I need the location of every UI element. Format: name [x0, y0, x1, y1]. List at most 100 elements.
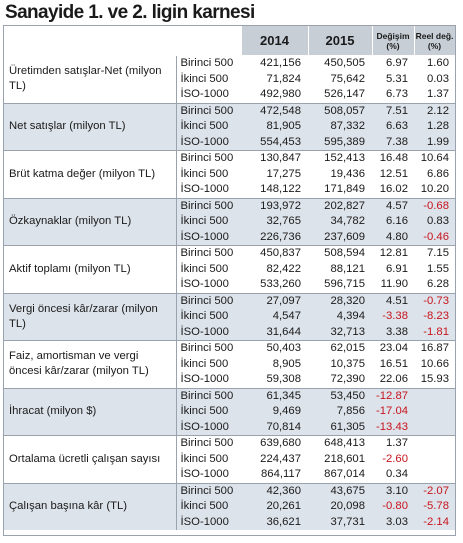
metric-label: Özkaynaklar (milyon TL): [4, 197, 176, 246]
table-row: Vergi öncesi kâr/zarar (milyon TL) Birinc…: [4, 292, 455, 341]
metric-label: İhracat (milyon $): [4, 387, 176, 436]
group-cell: Birinci 500: [175, 340, 241, 357]
table-row: Faiz, amortisman ve vergi öncesi kâr/zar…: [4, 340, 455, 388]
value-2014-cell: 8,905: [272, 357, 301, 370]
real-change-cell: -0.46: [414, 229, 455, 246]
value-2014-cell: 9,469: [241, 404, 308, 420]
real-change-cell: -1.81: [414, 324, 455, 341]
group-cell: İkinci 500: [175, 309, 241, 325]
real-change-cell: [414, 419, 455, 436]
table-row: İSO-1000 31,644 32,713 3.38 -1.81: [4, 324, 455, 341]
real-change-cell: 10.66: [420, 357, 449, 370]
value-2014-cell: 71,824: [266, 72, 301, 85]
value-2014-cell: 226,736: [241, 229, 308, 246]
value-2014-cell: 17,275: [266, 167, 301, 180]
change-cell: 4.80: [372, 229, 414, 246]
header-real-line1: Reel değ.: [415, 30, 454, 41]
value-2014-cell: 450,837: [241, 245, 308, 262]
value-2015-cell: 10,375: [330, 357, 365, 370]
value-2014-cell: 864,117: [261, 468, 301, 481]
table-body: Üretimden satışlar-Net (milyon TL) Birinc…: [4, 55, 455, 530]
header-real-line2: (%): [427, 40, 442, 51]
table-row: İkinci 500 82,422 88,121 6.91 1.55: [4, 261, 455, 277]
real-change-cell: [414, 435, 455, 452]
group-cell: İSO-1000: [175, 134, 241, 151]
table-row: İkinci 500 17,275 19,436 12.51 6.86: [4, 166, 455, 182]
change-cell: 22.06: [379, 373, 408, 386]
real-change-cell: -2.07: [414, 482, 455, 499]
value-2015-cell: 87,332: [308, 119, 372, 135]
table-row: Aktif toplamı (milyon TL) Birinci 500 450,…: [4, 245, 455, 293]
change-cell: 1.37: [372, 435, 414, 452]
real-change-cell: 15.93: [420, 373, 449, 386]
metric-label: Vergi öncesi kâr/zarar (milyon TL): [4, 292, 176, 341]
real-change-cell: 16.87: [414, 340, 455, 357]
value-2015-cell: 32,713: [308, 324, 372, 341]
value-2015-cell: 34,782: [308, 214, 372, 230]
table-row: Üretimden satışlar-Net (milyon TL) Birinc…: [4, 55, 455, 103]
table-row: İkinci 500 8,905 10,375 16.51 10.66: [4, 356, 455, 372]
real-change-cell: [414, 404, 455, 420]
value-2014-cell: 59,308: [266, 373, 301, 386]
group-cell: Birinci 500: [175, 150, 241, 167]
value-2015-cell: 28,320: [308, 292, 372, 309]
header-change: Değişim (%): [372, 26, 415, 56]
value-2015-cell: 171,849: [324, 183, 365, 196]
value-2015-cell: 7,856: [308, 404, 372, 420]
value-2014-cell: 32,765: [241, 214, 308, 230]
change-cell: 16.51: [379, 357, 408, 370]
change-cell: 6.97: [372, 55, 414, 72]
change-cell: 6.63: [372, 119, 414, 135]
value-2015-cell: 596,715: [324, 278, 365, 291]
table-row: İhracat (milyon $) Birinci 500 61,345 53,45…: [4, 387, 455, 436]
header-group-blank: [176, 26, 242, 56]
value-2015-cell: 202,827: [308, 197, 372, 214]
change-cell: 5.31: [386, 72, 408, 85]
value-2015-cell: 450,505: [308, 55, 372, 72]
table-row: İSO-1000 492,980 526,147 6.73 1.37: [4, 87, 455, 103]
table-row: İSO-1000 36,621 37,731 3.03 -2.14: [4, 514, 455, 530]
table-row: Net satışlar (milyon TL) Birinci 500 472,5…: [4, 102, 455, 151]
real-change-cell: [414, 467, 455, 483]
value-2015-cell: 526,147: [324, 88, 365, 101]
metric-label: Çalışan başına kâr (TL): [4, 482, 176, 530]
group-cell: İkinci 500: [175, 404, 241, 420]
value-2014-cell: 130,847: [241, 150, 308, 167]
group-cell: Birinci 500: [175, 435, 241, 452]
header-real: Reel değ. (%): [414, 26, 455, 56]
value-2014-cell: 81,905: [241, 119, 308, 135]
table-row: İSO-1000 533,260 596,715 11.90 6.28: [4, 277, 455, 293]
group-cell: İSO-1000: [175, 324, 241, 341]
change-cell: 16.48: [372, 150, 414, 167]
change-cell: 6.73: [386, 88, 408, 101]
real-change-cell: 7.15: [414, 245, 455, 262]
header-metric-blank: [4, 26, 177, 56]
real-change-cell: [414, 387, 455, 404]
value-2015-cell: 508,057: [308, 102, 372, 119]
value-2015-cell: 72,390: [330, 373, 365, 386]
value-2014-cell: 193,972: [241, 197, 308, 214]
value-2015-cell: 37,731: [308, 514, 372, 530]
group-cell: Birinci 500: [175, 292, 241, 309]
metric-label: Faiz, amortisman ve vergi öncesi kâr/zar…: [4, 340, 176, 388]
value-2015-cell: 75,642: [330, 72, 365, 85]
group-cell: Birinci 500: [175, 387, 241, 404]
table-row: Çalışan başına kâr (TL) Birinci 500 42,360…: [4, 482, 455, 530]
value-2014-cell: 224,437: [260, 452, 301, 465]
header-row: 2014 2015 Değişim (%) Reel değ. (%): [4, 26, 455, 56]
real-change-cell: 1.37: [427, 88, 449, 101]
real-change-cell: 6.28: [427, 278, 449, 291]
value-2015-cell: 508,594: [308, 245, 372, 262]
real-change-cell: 6.86: [427, 167, 449, 180]
value-2015-cell: 20,098: [308, 499, 372, 515]
value-2015-cell: 62,015: [308, 340, 372, 357]
group-cell: Birinci 500: [175, 482, 241, 499]
group-cell: İkinci 500: [175, 356, 241, 372]
value-2014-cell: 148,122: [260, 183, 301, 196]
value-2015-cell: 4,394: [308, 309, 372, 325]
change-cell: 4.57: [372, 197, 414, 214]
value-2014-cell: 639,680: [241, 435, 308, 452]
value-2015-cell: 88,121: [330, 262, 365, 275]
real-change-cell: 0.03: [427, 72, 449, 85]
change-cell: 3.10: [372, 482, 414, 499]
